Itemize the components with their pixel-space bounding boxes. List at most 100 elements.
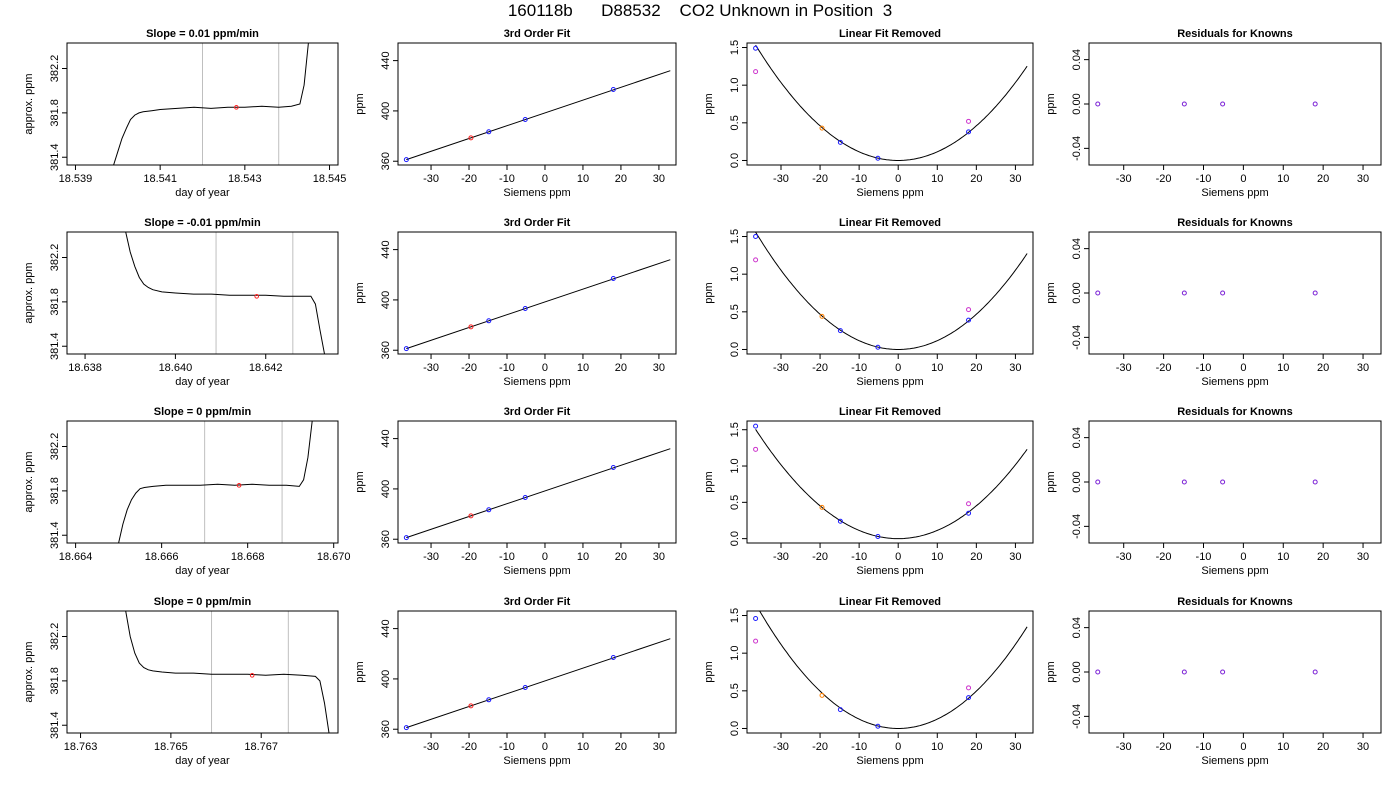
r3-time-series-xlabel: day of year bbox=[175, 565, 230, 577]
r4-fit-ytick-label-3: 440 bbox=[380, 619, 392, 637]
r1-fit-ytick-label-1: 360 bbox=[380, 152, 392, 170]
r2-fit-known-point-3 bbox=[522, 305, 528, 311]
r3-residual-curve-alt-point-2 bbox=[966, 501, 972, 507]
r2-time-series-frame bbox=[66, 231, 339, 355]
r4-residuals-xtick-label-6: 20 bbox=[1317, 741, 1329, 753]
r4-residual-curve-xtick-label-2: -20 bbox=[812, 741, 828, 753]
r4-residuals-xtick-label-4: 0 bbox=[1240, 741, 1246, 753]
r3-fit-title: 3rd Order Fit bbox=[504, 406, 571, 418]
r2-fit-ytick-label-2: 400 bbox=[380, 291, 392, 309]
r3-residuals-ytick-label-1: -0.04 bbox=[1071, 514, 1083, 539]
r3-time-series-xtick-label-4: 18.670 bbox=[317, 551, 351, 563]
r2-residual-curve-frame bbox=[746, 231, 1034, 355]
r2-fit-xtick-label-3: -10 bbox=[499, 362, 515, 374]
r3-fit-unknown-point bbox=[468, 513, 474, 519]
r4-residuals-known-point-1 bbox=[1095, 669, 1101, 675]
r1-fit-xtick-label-4: 0 bbox=[542, 173, 548, 185]
r2-residuals-ytick-label-1: -0.04 bbox=[1071, 325, 1083, 350]
r1-residuals-xtick-label-4: 0 bbox=[1240, 173, 1246, 185]
r2-residuals-ytick-label-3: 0.04 bbox=[1071, 238, 1083, 259]
r1-time-series-ytick-label-2: 381.8 bbox=[49, 99, 61, 127]
r4-residuals-title: Residuals for Knowns bbox=[1177, 596, 1293, 608]
r3-residuals-xtick-label-1: -30 bbox=[1116, 551, 1132, 563]
r3-fit-ytick-label-1: 360 bbox=[380, 530, 392, 548]
r3-residual-curve-known-point-2 bbox=[837, 518, 843, 524]
r3-fit-known-point-4 bbox=[610, 465, 616, 471]
r3-fit-fit-line bbox=[406, 448, 671, 539]
r1-residuals-ylabel: ppm bbox=[1045, 93, 1057, 114]
r1-fit-known-point-2 bbox=[486, 129, 492, 135]
r3-fit-xtick-label-5: 10 bbox=[577, 551, 589, 563]
r4-residuals-ytick-label-3: 0.04 bbox=[1071, 617, 1083, 638]
r2-residual-curve-xtick-label-3: -10 bbox=[851, 362, 867, 374]
r4-residual-curve-xtick-label-4: 0 bbox=[895, 741, 901, 753]
r2-residual-curve-ylabel: ppm bbox=[703, 282, 715, 303]
r1-time-series-xtick-label-3: 18.543 bbox=[228, 173, 262, 185]
r4-residual-curve-ylabel: ppm bbox=[703, 661, 715, 682]
r4-time-series-title: Slope = 0 ppm/min bbox=[154, 596, 252, 608]
r1-residuals-xtick-label-5: 10 bbox=[1277, 173, 1289, 185]
r4-residual-curve-unknown-point bbox=[819, 692, 825, 698]
r1-residual-curve-fit-curve bbox=[755, 44, 1028, 161]
r4-residual-curve-ytick-label-4: 1.5 bbox=[729, 608, 741, 623]
r1-residual-curve-alt-point-2 bbox=[966, 118, 972, 124]
r2-fit-xtick-label-2: -20 bbox=[461, 362, 477, 374]
r2-residual-curve-ytick-label-2: 0.5 bbox=[729, 304, 741, 319]
r3-residual-curve-xtick-label-4: 0 bbox=[895, 551, 901, 563]
r2-residuals-xtick-label-7: 30 bbox=[1357, 362, 1369, 374]
r4-residual-curve-ytick-label-3: 1.0 bbox=[729, 646, 741, 661]
r2-residual-curve-xtick-label-5: 10 bbox=[931, 362, 943, 374]
r2-fit-known-point-1 bbox=[403, 346, 409, 352]
r3-time-series-ytick-label-1: 381.4 bbox=[49, 521, 61, 549]
r4-fit-xtick-label-2: -20 bbox=[461, 741, 477, 753]
r2-residuals-frame bbox=[1088, 231, 1382, 355]
r4-residual-curve-xtick-label-1: -30 bbox=[773, 741, 789, 753]
r4-fit-xlabel: Siemens ppm bbox=[503, 755, 570, 767]
r4-residual-curve-alt-point-1 bbox=[753, 638, 759, 644]
r4-residuals-frame bbox=[1088, 610, 1382, 734]
r2-fit-xtick-label-6: 20 bbox=[615, 362, 627, 374]
r1-fit-xtick-label-7: 30 bbox=[653, 173, 665, 185]
r1-residuals-xtick-label-7: 30 bbox=[1357, 173, 1369, 185]
r4-fit-ylabel: ppm bbox=[354, 661, 366, 682]
r2-fit-xtick-label-1: -30 bbox=[423, 362, 439, 374]
r4-fit-xtick-label-1: -30 bbox=[423, 741, 439, 753]
r3-residual-curve-ytick-label-2: 0.5 bbox=[729, 495, 741, 510]
r1-residuals-xlabel: Siemens ppm bbox=[1201, 187, 1268, 199]
r1-fit-xtick-label-2: -20 bbox=[461, 173, 477, 185]
r1-residuals-xtick-label-6: 20 bbox=[1317, 173, 1329, 185]
r1-residual-curve-xlabel: Siemens ppm bbox=[856, 187, 923, 199]
r1-time-series-ylabel: approx. ppm bbox=[23, 73, 35, 134]
r2-residual-curve-alt-point-2 bbox=[966, 307, 972, 313]
r2-residuals-title: Residuals for Knowns bbox=[1177, 217, 1293, 229]
r2-fit-known-point-2 bbox=[486, 318, 492, 324]
r3-residual-curve-xlabel: Siemens ppm bbox=[856, 565, 923, 577]
r1-fit-xtick-label-5: 10 bbox=[577, 173, 589, 185]
r4-time-series-xtick-label-1: 18.763 bbox=[64, 741, 98, 753]
r2-fit-frame bbox=[397, 231, 677, 355]
r4-fit-ytick-label-1: 360 bbox=[380, 720, 392, 738]
r1-residual-curve-xtick-label-5: 10 bbox=[931, 173, 943, 185]
r4-residuals-xtick-label-5: 10 bbox=[1277, 741, 1289, 753]
r4-residual-curve-known-point-1 bbox=[753, 616, 759, 622]
r3-residual-curve-ytick-label-1: 0.0 bbox=[729, 531, 741, 546]
r4-residuals-known-point-4 bbox=[1312, 669, 1318, 675]
r4-time-series-xlabel: day of year bbox=[175, 755, 230, 767]
r4-time-series-ylabel: approx. ppm bbox=[23, 641, 35, 702]
r1-fit-ytick-label-3: 440 bbox=[380, 51, 392, 69]
r4-time-series-frame bbox=[66, 610, 339, 734]
r3-residuals-ylabel: ppm bbox=[1045, 471, 1057, 492]
r2-residual-curve-xlabel: Siemens ppm bbox=[856, 376, 923, 388]
r4-residuals-known-point-3 bbox=[1220, 669, 1226, 675]
r2-residual-curve-ytick-label-1: 0.0 bbox=[729, 342, 741, 357]
r3-time-series-frame bbox=[66, 420, 339, 544]
r3-fit-xtick-label-4: 0 bbox=[542, 551, 548, 563]
r3-residual-curve-xtick-label-7: 30 bbox=[1009, 551, 1021, 563]
r4-residuals-xlabel: Siemens ppm bbox=[1201, 755, 1268, 767]
r2-time-series-series-line bbox=[125, 232, 325, 354]
r4-residual-curve-ytick-label-1: 0.0 bbox=[729, 721, 741, 736]
r2-residuals-xtick-label-1: -30 bbox=[1116, 362, 1132, 374]
r2-residual-curve-xtick-label-4: 0 bbox=[895, 362, 901, 374]
r3-residual-curve-known-point-4 bbox=[966, 510, 972, 516]
r4-time-series-highlight-point bbox=[249, 673, 255, 678]
